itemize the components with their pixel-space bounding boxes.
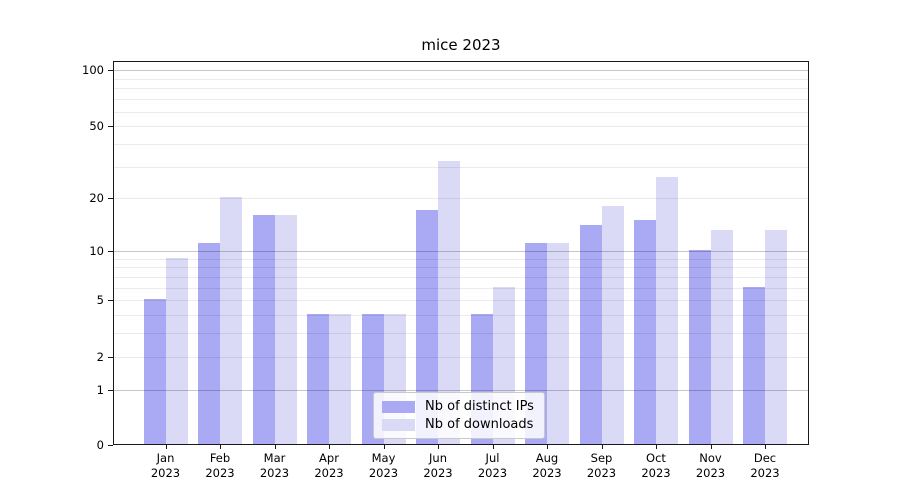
x-tick-mark-oct: [656, 445, 657, 449]
x-tick-year: 2023: [641, 466, 671, 480]
x-tick-month: May: [371, 451, 396, 465]
x-tick-month: Feb: [209, 451, 231, 465]
x-tick-month: Jan: [156, 451, 175, 465]
legend-item-distinct-ips: Nb of distinct IPs: [382, 399, 534, 414]
x-tick-year: 2023: [314, 466, 344, 480]
bar-nb-of-downloads-jan-2023: [165, 257, 188, 444]
y-tick-mark-10: [108, 251, 113, 252]
x-tick-label-jun: Jun 2023: [408, 451, 468, 481]
x-tick-mark-dec: [765, 445, 766, 449]
x-tick-label-oct: Oct 2023: [626, 451, 686, 481]
bar-nb-of-downloads-aug-2023: [547, 242, 569, 444]
x-tick-mark-sep: [601, 445, 603, 449]
bar-nb-of-distinct-ips-dec-2023: [743, 286, 765, 444]
plot-area: Nb of distinct IPs Nb of downloads: [113, 61, 809, 445]
y-tick-label-0: 0: [96, 438, 104, 452]
legend-label-distinct-ips: Nb of distinct IPs: [425, 399, 534, 414]
bars-layer: [114, 62, 808, 444]
y-tick-label-20: 20: [89, 191, 104, 206]
x-tick-year: 2023: [750, 466, 780, 480]
x-tick-mark-jul: [492, 445, 494, 449]
x-tick-mark-may: [383, 445, 385, 449]
y-tick-label-10: 10: [89, 244, 104, 258]
y-tick-label-1: 1: [96, 382, 104, 397]
x-tick-mark-mar: [274, 445, 276, 449]
bar-nb-of-downloads-nov-2023: [710, 230, 733, 444]
legend-item-downloads: Nb of downloads: [382, 417, 534, 432]
bar-nb-of-distinct-ips-oct-2023: [634, 219, 656, 444]
bar-nb-of-downloads-sep-2023: [601, 205, 624, 444]
x-tick-label-dec: Dec 2023: [735, 451, 795, 481]
x-tick-year: 2023: [695, 466, 726, 480]
x-tick-mark-feb: [220, 445, 221, 449]
legend-swatch-distinct-ips-icon: [382, 400, 415, 413]
bar-nb-of-distinct-ips-nov-2023: [688, 250, 711, 444]
bar-nb-of-distinct-ips-jan-2023: [143, 299, 166, 444]
y-tick-mark-100: [108, 70, 113, 72]
bar-nb-of-distinct-ips-mar-2023: [252, 214, 275, 444]
x-tick-label-nov: Nov 2023: [681, 451, 741, 481]
x-tick-month: Aug: [535, 451, 559, 465]
bar-nb-of-distinct-ips-apr-2023: [307, 314, 329, 444]
x-tick-mark-jun: [438, 445, 439, 449]
bar-nb-of-downloads-feb-2023: [220, 197, 242, 444]
x-tick-label-sep: Sep 2023: [572, 451, 632, 481]
y-tick-label-5: 5: [96, 293, 104, 308]
bar-nb-of-downloads-dec-2023: [765, 230, 787, 444]
x-tick-month: Oct: [646, 451, 666, 465]
x-tick-year: 2023: [477, 466, 508, 480]
bar-nb-of-distinct-ips-sep-2023: [579, 224, 602, 444]
x-tick-mark-aug: [547, 445, 548, 449]
bar-nb-of-distinct-ips-feb-2023: [198, 242, 220, 444]
y-tick-mark-1: [108, 389, 113, 391]
x-tick-month: Nov: [699, 451, 722, 465]
x-tick-year: 2023: [586, 466, 617, 480]
x-tick-month: Mar: [263, 451, 286, 465]
legend: Nb of distinct IPs Nb of downloads: [373, 392, 545, 439]
x-tick-year: 2023: [259, 466, 290, 480]
y-tick-mark-2: [108, 356, 113, 358]
x-tick-label-jan: Jan 2023: [136, 451, 196, 481]
x-tick-month: Apr: [319, 451, 339, 465]
y-tick-label-50: 50: [89, 119, 104, 134]
y-tick-mark-0: [108, 445, 113, 446]
x-tick-month: Jun: [429, 451, 447, 465]
bar-nb-of-downloads-oct-2023: [656, 176, 678, 444]
x-tick-year: 2023: [150, 466, 181, 480]
x-tick-label-aug: Aug 2023: [517, 451, 577, 481]
y-tick-mark-5: [108, 300, 113, 302]
x-tick-year: 2023: [205, 466, 235, 480]
bar-nb-of-distinct-ips-jun-2023: [416, 209, 438, 444]
y-tick-mark-20: [108, 198, 113, 200]
x-tick-month: Sep: [590, 451, 613, 465]
x-tick-label-mar: Mar 2023: [245, 451, 305, 481]
x-tick-mark-nov: [710, 445, 712, 449]
y-tick-label-100: 100: [82, 63, 104, 78]
legend-swatch-downloads-icon: [382, 418, 415, 431]
x-tick-mark-apr: [329, 445, 330, 449]
y-tick-label-2: 2: [96, 349, 104, 364]
x-tick-month: Jul: [485, 451, 500, 465]
bar-nb-of-downloads-jun-2023: [438, 160, 460, 444]
y-tick-mark-50: [108, 126, 113, 128]
bar-nb-of-downloads-mar-2023: [274, 214, 297, 444]
bar-nb-of-downloads-apr-2023: [329, 314, 351, 444]
x-tick-year: 2023: [423, 466, 453, 480]
x-tick-label-apr: Apr 2023: [299, 451, 359, 481]
x-tick-year: 2023: [532, 466, 562, 480]
x-tick-mark-jan: [165, 445, 167, 449]
x-tick-label-jul: Jul 2023: [463, 451, 523, 481]
legend-label-downloads: Nb of downloads: [425, 417, 534, 432]
chart-title: mice 2023: [421, 36, 501, 54]
x-tick-label-feb: Feb 2023: [190, 451, 250, 481]
x-tick-year: 2023: [368, 466, 399, 480]
x-tick-label-may: May 2023: [354, 451, 414, 481]
x-tick-month: Dec: [753, 451, 777, 465]
